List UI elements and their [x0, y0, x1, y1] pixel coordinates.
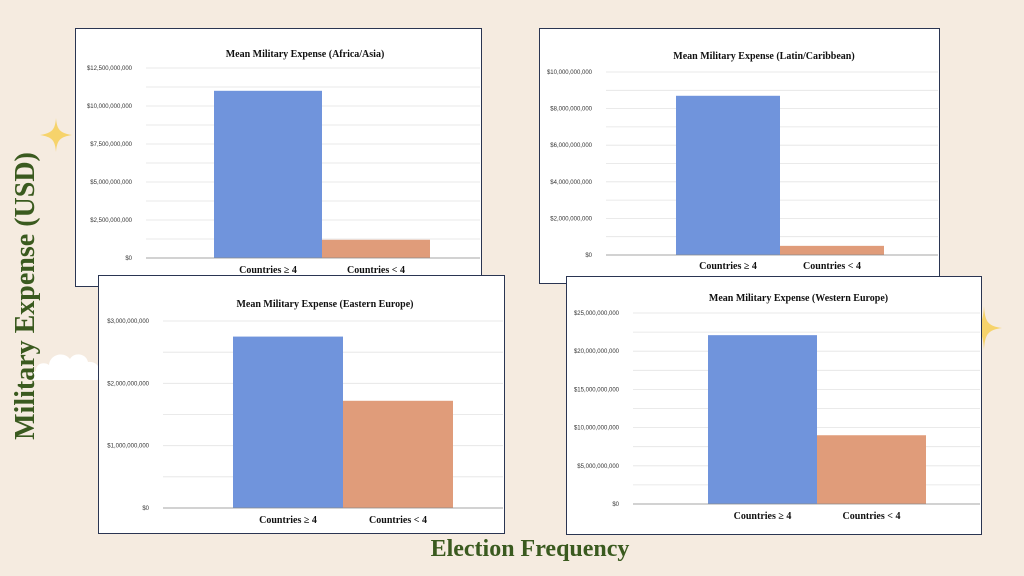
x-axis-title: Election Frequency: [430, 536, 630, 562]
chart-latin-caribbean: Mean Military Expense (Latin/Caribbean) $…: [539, 28, 940, 284]
y-tick-label: $4,000,000,000: [550, 180, 592, 186]
y-tick-label: $3,000,000,000: [107, 319, 149, 325]
y-tick-label: $2,500,000,000: [90, 218, 132, 224]
bar-countries-lt-4: [322, 239, 430, 258]
chart-title: Mean Military Expense (Western Europe): [709, 293, 888, 304]
x-tick-label: Countries ≥ 4: [239, 265, 297, 276]
y-axis-title: Military Expense (USD): [10, 152, 41, 440]
bar-countries-lt-4: [343, 400, 453, 508]
x-tick-label: Countries ≥ 4: [259, 515, 317, 526]
chart-africa-asia: Mean Military Expense (Africa/Asia) $0 $2,…: [75, 28, 482, 287]
y-tick-label: $12,500,000,000: [87, 66, 133, 72]
bar-countries-ge-4: [214, 90, 322, 258]
y-tick-label: $20,000,000,000: [574, 349, 620, 355]
x-tick-label: Countries < 4: [843, 511, 901, 522]
x-tick-label: Countries < 4: [369, 515, 427, 526]
x-tick-label: Countries ≥ 4: [699, 261, 757, 272]
chart-western-europe: Mean Military Expense (Western Europe) $0…: [566, 276, 982, 535]
bar-countries-ge-4: [708, 335, 817, 504]
x-tick-label: Countries < 4: [803, 261, 861, 272]
y-tick-label: $1,000,000,000: [107, 444, 149, 450]
y-tick-label: $10,000,000,000: [87, 104, 133, 110]
bar-countries-lt-4: [817, 435, 926, 504]
y-tick-label: $2,000,000,000: [550, 216, 592, 222]
y-tick-label: $6,000,000,000: [550, 143, 592, 149]
bar-countries-ge-4: [676, 95, 780, 255]
bar-countries-lt-4: [780, 245, 884, 255]
y-tick-label: $25,000,000,000: [574, 311, 620, 317]
x-tick-label: Countries ≥ 4: [734, 511, 792, 522]
chart-svg: Mean Military Expense (Latin/Caribbean) $…: [547, 51, 938, 272]
x-tick-label: Countries < 4: [347, 265, 405, 276]
chart-svg: Mean Military Expense (Africa/Asia) $0 $2,…: [87, 49, 480, 276]
y-tick-label: $0: [612, 502, 619, 508]
y-tick-label: $5,000,000,000: [90, 180, 132, 186]
y-tick-label: $15,000,000,000: [574, 387, 620, 393]
bar-countries-ge-4: [233, 336, 343, 508]
chart-eastern-europe: Mean Military Expense (Eastern Europe) $0…: [98, 275, 505, 534]
y-tick-label: $0: [142, 506, 149, 512]
chart-title: Mean Military Expense (Latin/Caribbean): [673, 51, 854, 62]
chart-title: Mean Military Expense (Africa/Asia): [226, 49, 385, 60]
y-tick-label: $10,000,000,000: [574, 426, 620, 432]
y-tick-label: $7,500,000,000: [90, 142, 132, 148]
y-tick-label: $2,000,000,000: [107, 381, 149, 387]
chart-title: Mean Military Expense (Eastern Europe): [236, 299, 413, 310]
chart-svg: Mean Military Expense (Eastern Europe) $0…: [107, 299, 503, 526]
chart-svg: Mean Military Expense (Western Europe) $0…: [574, 293, 980, 522]
y-tick-label: $0: [585, 253, 592, 259]
sparkle-icon: [40, 118, 72, 152]
y-tick-label: $10,000,000,000: [547, 70, 593, 76]
y-tick-label: $8,000,000,000: [550, 107, 592, 113]
cloud-icon: [31, 354, 101, 380]
y-tick-label: $5,000,000,000: [577, 464, 619, 470]
sparkle-icon: [976, 306, 1002, 350]
y-tick-label: $0: [125, 256, 132, 262]
